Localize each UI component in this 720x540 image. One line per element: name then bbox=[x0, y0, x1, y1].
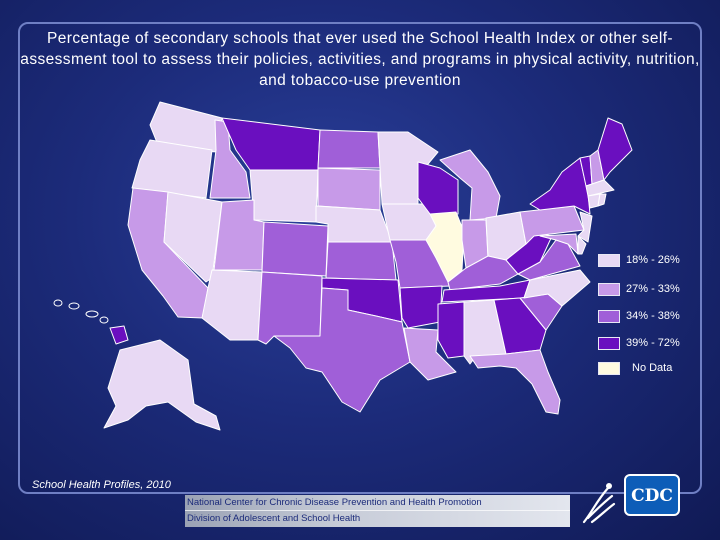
legend-swatch bbox=[598, 310, 620, 323]
state-DE bbox=[577, 235, 587, 255]
legend-label: 27% - 33% bbox=[626, 283, 680, 295]
state-ME bbox=[597, 117, 633, 181]
state-NJ bbox=[577, 211, 593, 243]
state-FL bbox=[469, 349, 561, 415]
state-MD bbox=[539, 233, 579, 255]
state-MA bbox=[585, 179, 615, 197]
state-AR bbox=[399, 285, 443, 329]
hawaii-islands bbox=[53, 299, 109, 324]
state-WI bbox=[417, 161, 459, 215]
cdc-logo: CDC bbox=[624, 474, 680, 516]
state-KS bbox=[325, 241, 397, 281]
legend-swatch bbox=[598, 254, 620, 267]
legend-label: 34% - 38% bbox=[626, 310, 680, 322]
legend-label: No Data bbox=[632, 362, 673, 374]
legend-swatch bbox=[598, 283, 620, 296]
state-WY bbox=[249, 169, 319, 223]
state-NV bbox=[163, 191, 223, 283]
slide-frame bbox=[18, 22, 702, 494]
source-citation: School Health Profiles, 2010 bbox=[32, 479, 171, 491]
state-TX bbox=[273, 287, 411, 413]
state-CO bbox=[261, 221, 329, 277]
legend-swatch bbox=[598, 362, 620, 375]
state-AK bbox=[103, 339, 221, 431]
footer-division-name: Division of Adolescent and School Health bbox=[187, 513, 361, 524]
state-NY bbox=[529, 157, 591, 215]
state-MS bbox=[437, 301, 465, 359]
map-title: Percentage of secondary schools that eve… bbox=[20, 30, 700, 89]
cdc-logo-text: CDC bbox=[631, 486, 673, 506]
state-GA bbox=[493, 297, 547, 355]
state-NM bbox=[257, 271, 323, 345]
state-SD bbox=[317, 167, 381, 211]
legend-label: 39% - 72% bbox=[626, 337, 680, 349]
footer-center-name: National Center for Chronic Disease Prev… bbox=[187, 497, 482, 508]
state-HI bbox=[109, 325, 129, 345]
state-RI bbox=[597, 193, 607, 207]
legend-swatch bbox=[598, 337, 620, 350]
footer-divider bbox=[185, 510, 570, 511]
legend-label: 18% - 26% bbox=[626, 254, 680, 266]
state-ND bbox=[317, 129, 381, 169]
footer-bar bbox=[185, 495, 570, 527]
hhs-eagle-icon bbox=[582, 483, 616, 524]
state-AZ bbox=[201, 269, 263, 341]
